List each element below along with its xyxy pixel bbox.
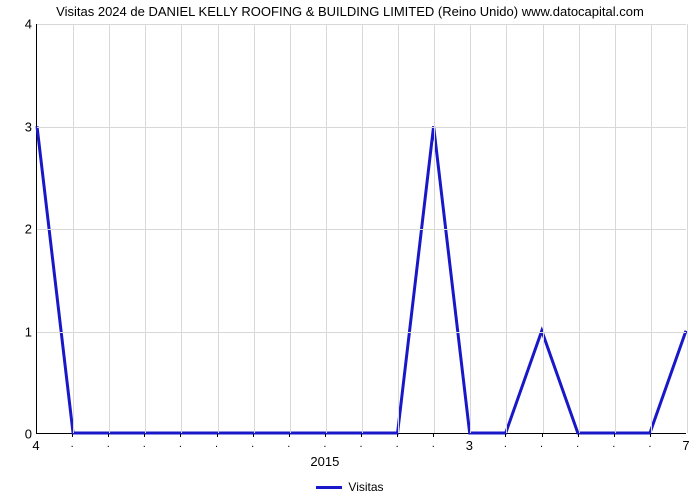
- gridline-v: [109, 24, 110, 433]
- y-axis-label: 2: [18, 222, 32, 237]
- chart-title: Visitas 2024 de DANIEL KELLY ROOFING & B…: [0, 4, 700, 19]
- gridline-v: [687, 24, 688, 433]
- x-tick: [361, 434, 362, 437]
- gridline-v: [398, 24, 399, 433]
- x-tick-minor: .: [107, 438, 110, 450]
- x-tick-minor: .: [251, 438, 254, 450]
- gridline-v: [615, 24, 616, 433]
- x-tick-minor: .: [71, 438, 74, 450]
- x-tick: [217, 434, 218, 437]
- legend-swatch: [316, 486, 342, 489]
- gridline-v: [470, 24, 471, 433]
- x-tick-minor: .: [504, 438, 507, 450]
- chart-plot-area: [36, 24, 686, 434]
- x-tick: [505, 434, 506, 437]
- x-tick: [253, 434, 254, 437]
- x-tick-minor: .: [143, 438, 146, 450]
- x-axis-label: 3: [466, 438, 473, 453]
- x-tick: [289, 434, 290, 437]
- y-axis-label: 0: [18, 427, 32, 442]
- gridline-v: [506, 24, 507, 433]
- x-tick-minor: .: [287, 438, 290, 450]
- x-tick: [144, 434, 145, 437]
- x-tick: [578, 434, 579, 437]
- x-tick: [542, 434, 543, 437]
- x-tick: [72, 434, 73, 437]
- x-tick: [180, 434, 181, 437]
- gridline-v: [290, 24, 291, 433]
- x-tick: [650, 434, 651, 437]
- x-tick-minor: .: [432, 438, 435, 450]
- x-tick: [614, 434, 615, 437]
- x-tick-minor: .: [215, 438, 218, 450]
- gridline-v: [362, 24, 363, 433]
- x-axis-label: 4: [32, 438, 39, 453]
- x-tick: [433, 434, 434, 437]
- x-tick: [325, 434, 326, 437]
- x-axis-label: 7: [682, 438, 689, 453]
- y-axis-label: 3: [18, 119, 32, 134]
- x-tick-minor: .: [396, 438, 399, 450]
- gridline-v: [326, 24, 327, 433]
- gridline-v: [434, 24, 435, 433]
- gridline-v: [579, 24, 580, 433]
- y-axis-label: 1: [18, 324, 32, 339]
- x-tick-minor: .: [359, 438, 362, 450]
- gridline-v: [218, 24, 219, 433]
- x-tick: [397, 434, 398, 437]
- x-tick-minor: .: [179, 438, 182, 450]
- x-tick: [108, 434, 109, 437]
- x-tick-minor: .: [648, 438, 651, 450]
- x-tick-minor: .: [576, 438, 579, 450]
- x-tick-minor: .: [612, 438, 615, 450]
- gridline-v: [73, 24, 74, 433]
- gridline-v: [651, 24, 652, 433]
- gridline-v: [543, 24, 544, 433]
- gridline-v: [145, 24, 146, 433]
- x-tick-minor: .: [540, 438, 543, 450]
- x-tick-minor: .: [323, 438, 326, 450]
- gridline-v: [254, 24, 255, 433]
- gridline-v: [181, 24, 182, 433]
- legend-label: Visitas: [348, 480, 383, 494]
- chart-legend: Visitas: [0, 480, 700, 494]
- x-axis-main-label: 2015: [310, 454, 339, 469]
- y-axis-label: 4: [18, 17, 32, 32]
